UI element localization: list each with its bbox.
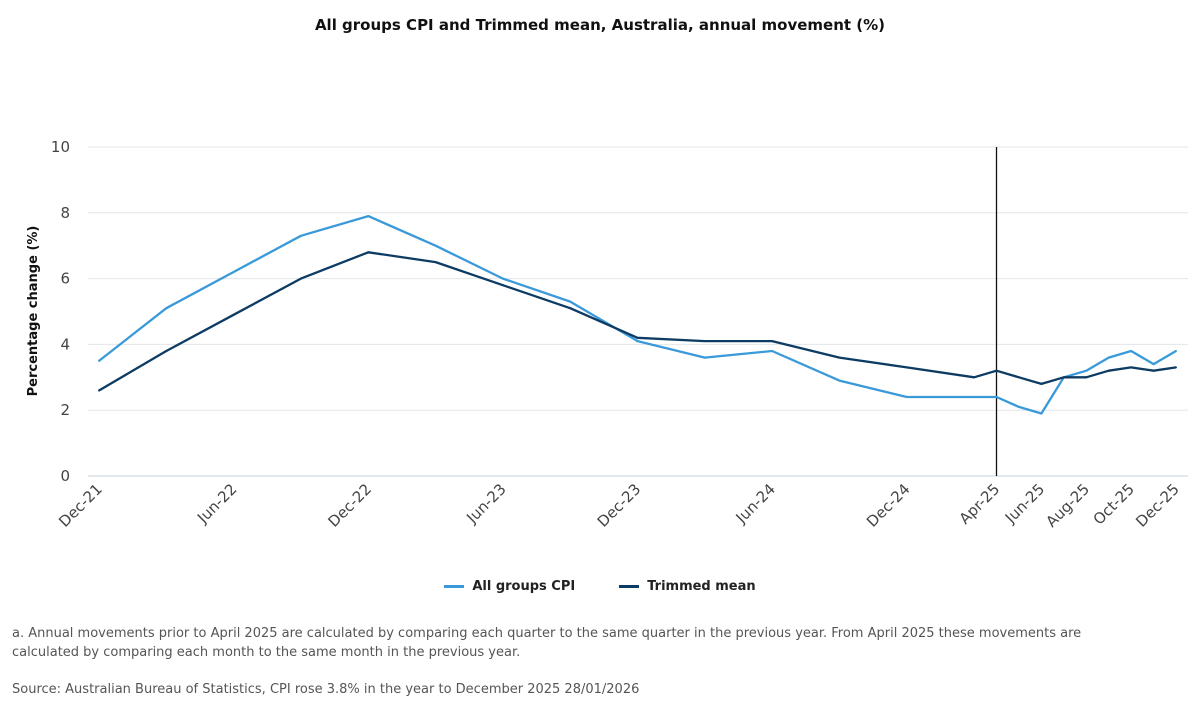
y-tick-label: 8 [60, 204, 70, 222]
data-point [636, 340, 639, 343]
data-point [1017, 405, 1020, 408]
data-point [434, 244, 437, 247]
footnote: a. Annual movements prior to April 2025 … [12, 626, 1082, 660]
data-point [905, 366, 908, 369]
x-tick-label: Apr-25 [956, 480, 1004, 528]
data-point [1062, 376, 1065, 379]
data-point [232, 271, 235, 274]
data-point [703, 356, 706, 359]
data-point [367, 215, 370, 218]
x-tick-label: Dec-21 [55, 480, 106, 531]
data-point [1130, 349, 1133, 352]
legend-swatch [444, 585, 465, 588]
data-point [299, 234, 302, 237]
y-axis-label: Percentage change (%) [26, 226, 41, 397]
data-point [1152, 363, 1155, 366]
x-tick-label: Dec-25 [1132, 480, 1183, 531]
y-tick-label: 10 [51, 138, 70, 156]
data-point [973, 396, 976, 399]
line-chart: 0 2 4 6 8 10 Dec-21 Jun-22 Dec-22 Jun-23 Dec-23 Jun… [26, 138, 1188, 531]
data-point [771, 340, 774, 343]
data-point [995, 369, 998, 372]
legend-item-trimmed-mean[interactable]: Trimmed mean [619, 579, 756, 594]
y-tick-label: 0 [60, 467, 70, 485]
x-tick-label: Dec-23 [594, 480, 645, 531]
data-point [1085, 376, 1088, 379]
x-tick-label: Dec-24 [863, 480, 914, 531]
y-tick-label: 4 [60, 335, 70, 353]
data-point [1017, 376, 1020, 379]
data-point [1085, 369, 1088, 372]
data-point [1040, 412, 1043, 415]
x-tick-label: Jun-25 [1001, 480, 1048, 527]
x-tick-label: Aug-25 [1042, 480, 1093, 531]
data-point [1130, 366, 1133, 369]
y-tick-label: 2 [60, 401, 70, 419]
data-point [771, 349, 774, 352]
x-tick-label: Jun-23 [462, 480, 509, 527]
legend-item-cpi[interactable]: All groups CPI [444, 579, 575, 594]
data-point [434, 261, 437, 264]
x-tick-label: Jun-22 [193, 480, 240, 527]
data-point [98, 389, 100, 392]
x-tick-label: Dec-22 [324, 480, 375, 531]
data-point [1040, 382, 1043, 385]
data-point [1107, 369, 1110, 372]
legend-label: All groups CPI [472, 579, 576, 594]
series-line-trimmed-mean [98, 251, 1177, 392]
data-point [905, 396, 908, 399]
data-point [838, 379, 841, 382]
data-point [501, 277, 504, 280]
data-point [299, 277, 302, 280]
series-line-cpi [98, 214, 1177, 415]
data-point [973, 376, 976, 379]
data-point [165, 349, 168, 352]
data-point [569, 307, 572, 310]
x-tick-label: Jun-24 [732, 480, 779, 527]
data-point [1107, 356, 1110, 359]
data-point [1175, 349, 1177, 352]
x-tick-label: Oct-25 [1090, 480, 1138, 528]
data-point [1175, 366, 1177, 369]
data-point [165, 307, 168, 310]
data-point [995, 396, 998, 399]
data-point [367, 251, 370, 254]
data-point [98, 359, 100, 362]
data-point [232, 313, 235, 316]
data-point [501, 284, 504, 287]
data-point [703, 340, 706, 343]
y-tick-label: 6 [60, 270, 70, 288]
data-point [636, 336, 639, 339]
data-point [1152, 369, 1155, 372]
legend-label: Trimmed mean [647, 579, 756, 594]
legend-swatch [619, 585, 640, 588]
source-note: Source: Australian Bureau of Statistics,… [12, 682, 640, 697]
data-point [838, 356, 841, 359]
legend: All groups CPI Trimmed mean [0, 579, 1200, 594]
chart-title: All groups CPI and Trimmed mean, Austral… [314, 16, 886, 34]
data-point [569, 300, 572, 303]
